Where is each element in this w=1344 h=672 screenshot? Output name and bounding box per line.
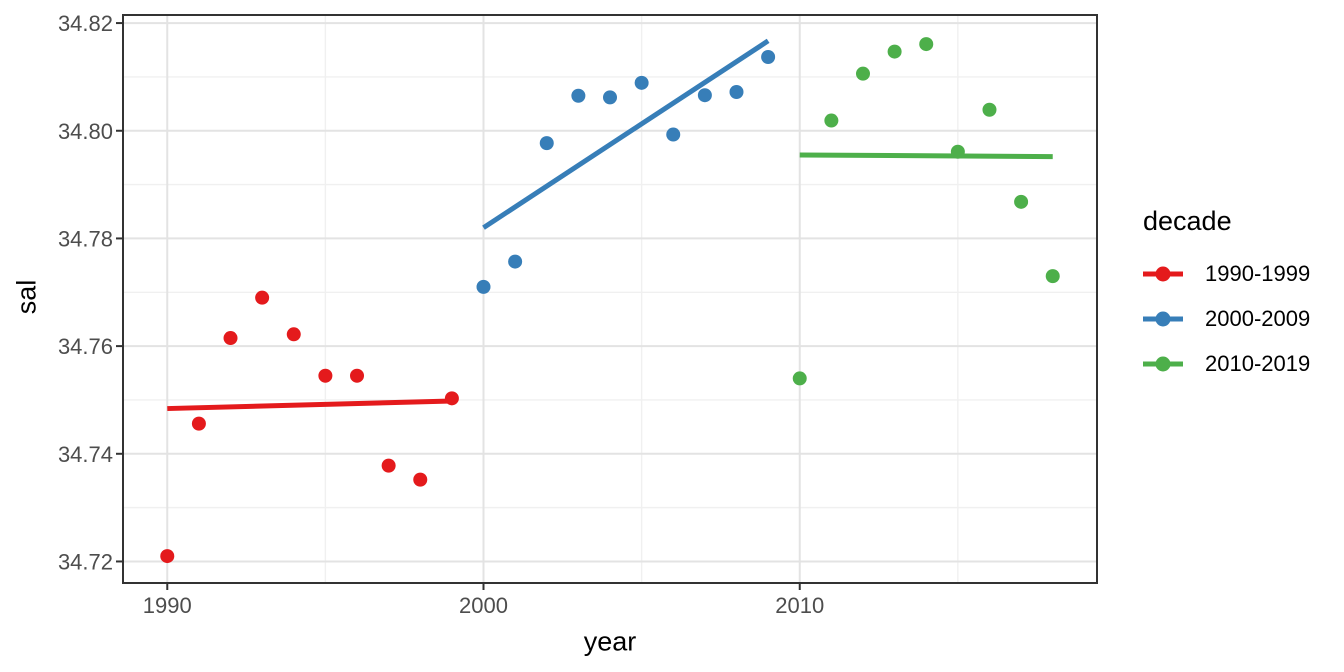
y-tick-label: 34.82 <box>58 11 113 36</box>
data-point <box>919 37 934 52</box>
legend-item: 2010-2019 <box>1143 349 1310 379</box>
x-axis-title: year <box>583 626 637 657</box>
data-point <box>887 44 902 59</box>
y-axis-title: sal <box>11 279 42 315</box>
y-tick-label: 34.80 <box>58 119 113 144</box>
data-point <box>539 136 554 151</box>
data-point <box>223 331 238 346</box>
data-point <box>381 458 396 473</box>
data-point <box>350 368 365 383</box>
data-point <box>603 90 617 105</box>
data-point <box>191 416 206 431</box>
legend-item-label: 2010-2019 <box>1205 351 1311 376</box>
data-point <box>444 391 459 406</box>
data-point <box>318 368 333 383</box>
x-tick-label: 2010 <box>775 593 824 618</box>
data-point <box>255 290 270 305</box>
data-point <box>982 102 997 117</box>
y-tick-label: 34.78 <box>58 226 113 251</box>
data-point <box>824 113 839 128</box>
data-point <box>286 327 301 342</box>
data-point <box>729 84 744 99</box>
legend-key-icon <box>1143 311 1183 327</box>
data-point <box>634 75 649 90</box>
legend-item-label: 1990-1999 <box>1205 261 1311 286</box>
x-tick-label: 1990 <box>143 593 192 618</box>
legend-key-icon <box>1143 356 1183 372</box>
legend-items: 1990-1999 2000-2009 2010-2019 <box>1143 259 1310 379</box>
data-point <box>1045 269 1060 284</box>
legend: decade 1990-1999 2000-2009 2010-2019 <box>1143 206 1310 394</box>
y-tick-label: 34.72 <box>58 549 113 574</box>
panel-border <box>122 14 1098 584</box>
panel-background <box>123 15 1097 583</box>
legend-key-icon <box>1143 266 1183 282</box>
y-tick-label: 34.74 <box>58 442 113 467</box>
data-point <box>476 279 491 294</box>
legend-item: 1990-1999 <box>1143 259 1310 289</box>
legend-title: decade <box>1143 206 1232 236</box>
data-point <box>666 127 681 142</box>
trend-line <box>482 38 770 230</box>
trend-line <box>799 152 1053 160</box>
y-tick-label: 34.76 <box>58 334 113 359</box>
legend-item: 2000-2009 <box>1143 304 1310 334</box>
data-point <box>761 49 776 64</box>
x-tick-label: 2000 <box>459 593 508 618</box>
legend-item-label: 2000-2009 <box>1205 306 1311 331</box>
data-point <box>697 88 712 103</box>
trend-line <box>167 398 452 412</box>
data-point <box>792 371 807 386</box>
data-point <box>950 144 965 159</box>
data-point <box>508 254 523 269</box>
data-point <box>571 88 586 103</box>
data-point <box>855 66 870 81</box>
data-point <box>413 472 428 487</box>
data-point <box>160 549 175 564</box>
data-point <box>1014 194 1029 209</box>
